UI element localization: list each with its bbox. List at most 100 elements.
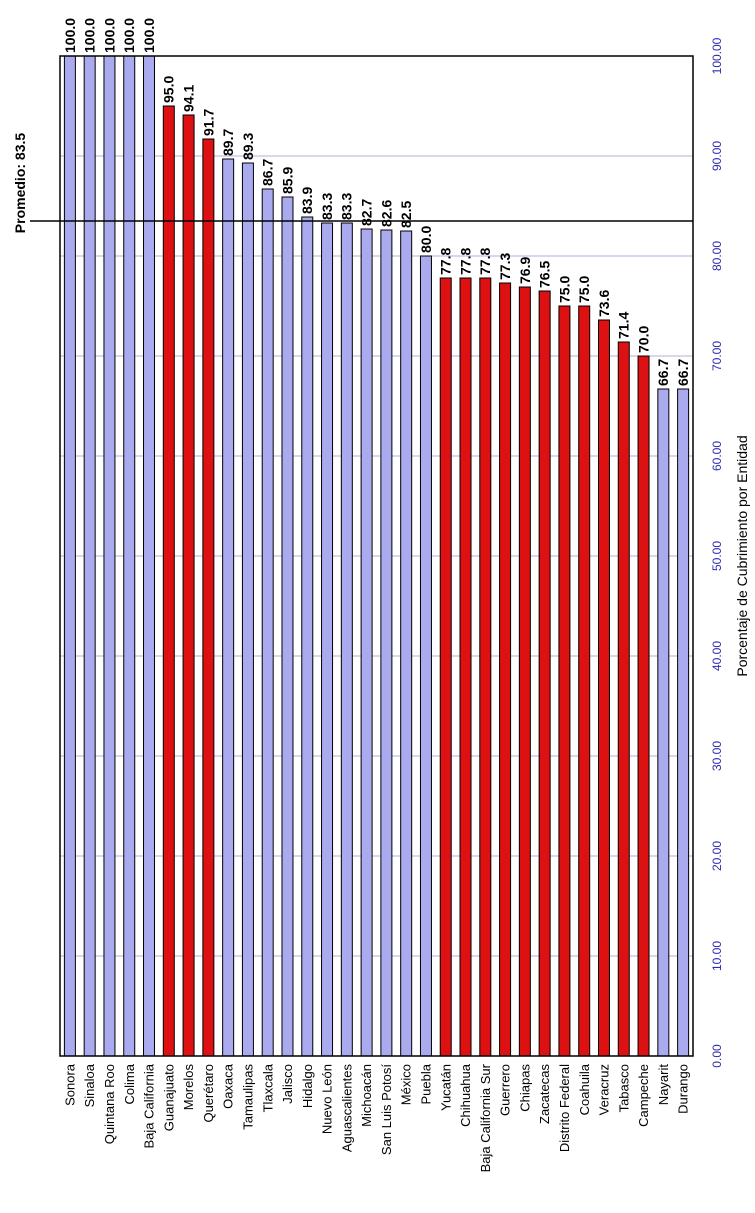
bar: [558, 305, 571, 1057]
tick-label: 20.00: [710, 841, 724, 871]
bar: [241, 162, 254, 1057]
category-label: Durango: [676, 1064, 691, 1114]
bar: [677, 388, 690, 1057]
tick-label: 60.00: [710, 441, 724, 471]
value-label: 75.0: [556, 276, 572, 303]
bar: [538, 290, 551, 1057]
bar: [340, 222, 353, 1057]
value-label: 83.3: [319, 193, 335, 220]
category-label: Oaxaca: [221, 1063, 236, 1109]
bar: [123, 55, 136, 1057]
value-label: 77.8: [477, 248, 493, 275]
tick-labels: 0.00 10.00 20.00 30.00 40.00 50.00 60.00 70.00 8…: [710, 37, 724, 1067]
category-label: Quintana Roo: [102, 1064, 117, 1144]
category-label: Guerrero: [498, 1064, 513, 1116]
category-label: Chihuahua: [458, 1063, 473, 1127]
bar: [83, 55, 96, 1057]
value-label: 71.4: [616, 312, 632, 339]
bar: [657, 388, 670, 1057]
bar: [479, 277, 492, 1057]
value-label: 89.7: [220, 129, 236, 156]
value-label: 83.3: [339, 193, 355, 220]
bar: [597, 319, 610, 1057]
tick-label: 80.00: [710, 241, 724, 271]
tick-label: 50.00: [710, 541, 724, 571]
category-label: Zacatecas: [537, 1064, 552, 1124]
category-label: Nayarit: [656, 1064, 671, 1106]
value-label: 100.0: [82, 18, 98, 53]
category-label: Nuevo León: [320, 1064, 335, 1134]
category-label: Veracruz: [597, 1064, 612, 1115]
category-label: Distrito Federal: [557, 1064, 572, 1152]
category-label: Tamaulipas: [240, 1064, 255, 1130]
value-label: 100.0: [62, 18, 78, 53]
category-label: Colima: [122, 1063, 137, 1104]
bar: [202, 138, 215, 1057]
category-label: Jalisco: [280, 1064, 295, 1104]
bar: [419, 255, 432, 1057]
bar: [143, 55, 156, 1057]
value-label: 85.9: [279, 167, 295, 194]
tick-label: 70.00: [710, 341, 724, 371]
value-label: 94.1: [180, 85, 196, 112]
category-label: Aguascalientes: [339, 1064, 354, 1153]
bar: [499, 282, 512, 1057]
bar: [103, 55, 116, 1057]
value-label: 70.0: [635, 326, 651, 353]
tick-label: 30.00: [710, 741, 724, 771]
value-label: 100.0: [101, 18, 117, 53]
value-label: 73.6: [596, 290, 612, 317]
category-label: Yucatán: [438, 1064, 453, 1111]
bar: [222, 158, 235, 1057]
bars: [63, 55, 690, 1057]
value-label: 100.0: [141, 18, 157, 53]
value-label: 82.7: [359, 199, 375, 226]
category-label: Baja California: [142, 1063, 157, 1148]
bar: [578, 305, 591, 1057]
tick-label: 40.00: [710, 641, 724, 671]
value-label: 75.0: [576, 276, 592, 303]
bar: [162, 105, 175, 1057]
value-label: 89.3: [240, 133, 256, 160]
bar: [518, 286, 531, 1057]
category-label: Puebla: [419, 1063, 434, 1104]
category-label: Coahuila: [577, 1063, 592, 1115]
bar: [321, 222, 334, 1057]
y-axis-title: Porcentaje de Cubrimiento por Entidad: [734, 435, 750, 676]
bar: [281, 196, 294, 1057]
value-label: 76.9: [517, 257, 533, 284]
category-label: Michoacán: [359, 1064, 374, 1127]
value-label: 80.0: [418, 226, 434, 253]
category-label: Campeche: [636, 1064, 651, 1127]
average-label: Promedio: 83.5: [12, 133, 28, 234]
bar: [301, 216, 314, 1057]
value-label: 66.7: [675, 359, 691, 386]
bar: [400, 230, 413, 1057]
category-labels: Sonora Sinaloa Quintana Roo Colima Baja Cali…: [62, 1063, 690, 1172]
tick-label: 100.00: [710, 37, 724, 74]
bar: [459, 277, 472, 1057]
category-label: México: [399, 1064, 414, 1105]
value-label: 77.8: [438, 248, 454, 275]
bar: [617, 341, 630, 1057]
bar: [637, 355, 650, 1057]
category-label: Sonora: [62, 1063, 77, 1106]
value-label: 77.3: [497, 253, 513, 280]
bar: [439, 277, 452, 1057]
bar: [380, 229, 393, 1057]
value-label: 91.7: [200, 109, 216, 136]
category-label: Chiapas: [517, 1064, 532, 1112]
value-label: 77.8: [457, 248, 473, 275]
value-labels: 100.0 100.0 100.0 100.0 100.095.0 94.191.789.…: [62, 18, 691, 386]
value-label: 100.0: [121, 18, 137, 53]
value-label: 95.0: [161, 76, 177, 103]
bar: [261, 188, 274, 1057]
plot-frame: [59, 55, 694, 1057]
value-label: 66.7: [655, 359, 671, 386]
value-label: 86.7: [260, 159, 276, 186]
category-label: Baja California Sur: [478, 1063, 493, 1172]
category-label: San Luis Potosí: [379, 1064, 394, 1155]
category-label: Sinaloa: [82, 1063, 97, 1107]
category-label: Guanajuato: [161, 1064, 176, 1131]
